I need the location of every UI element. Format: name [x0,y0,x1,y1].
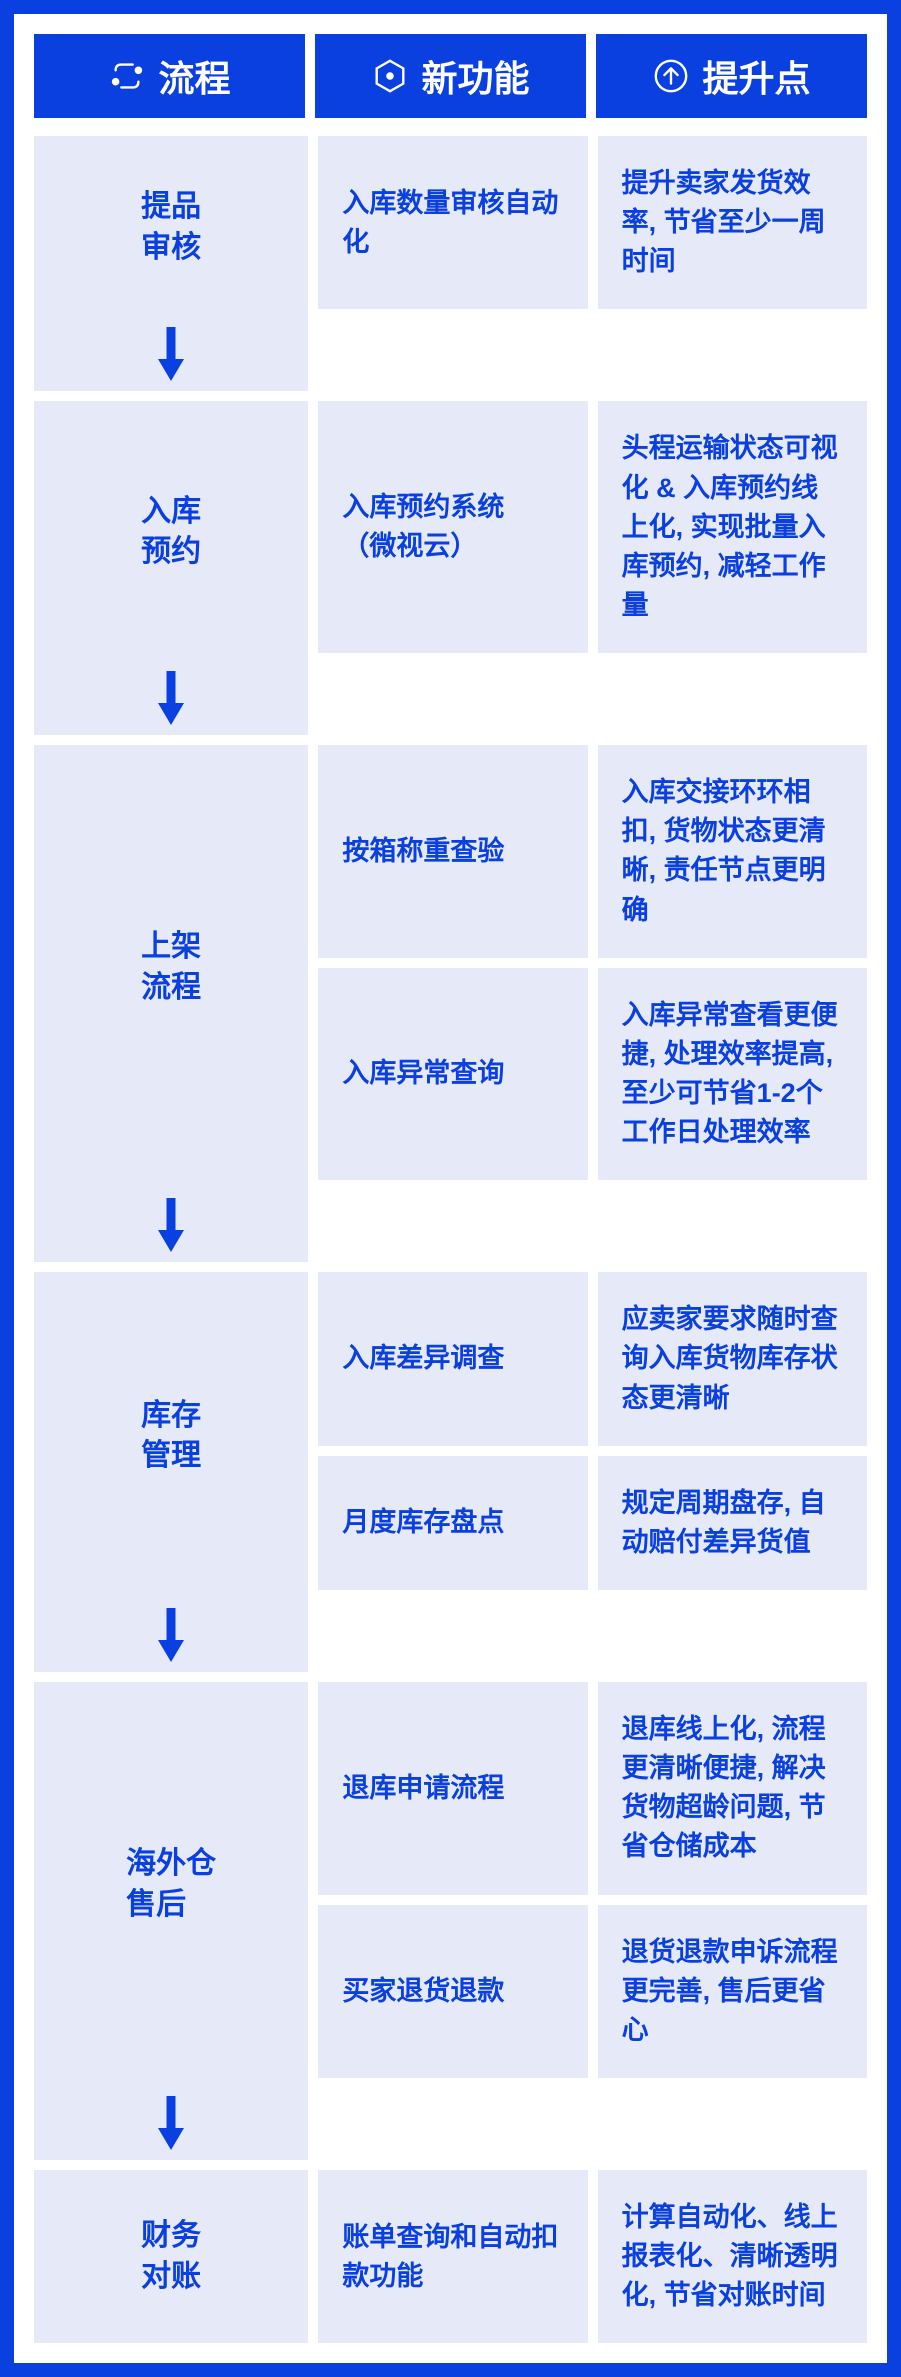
feature-cell: 入库异常查询 [318,968,587,1181]
stage-row: 财务对账 账单查询和自动扣款功能计算自动化、线上报表化、清晰透明化, 节省对账时间 [34,2170,867,2343]
stage-label: 入库预约 [141,492,201,573]
flow-arrow [34,319,308,391]
content-col: 退库申请流程退库线上化, 流程更清晰便捷, 解决货物超龄问题, 节省仓储成本买家… [318,1682,867,2160]
stage-box: 提品审核 [34,136,308,319]
spacer [318,1190,867,1262]
content-pair: 入库差异调查应卖家要求随时查询入库货物库存状态更清晰 [318,1272,867,1445]
flow-arrow [34,2088,308,2160]
content-pair: 入库数量审核自动化提升卖家发货效率, 节省至少一周时间 [318,136,867,309]
content-pair: 退库申请流程退库线上化, 流程更清晰便捷, 解决货物超龄问题, 节省仓储成本 [318,1682,867,1895]
content-col: 入库差异调查应卖家要求随时查询入库货物库存状态更清晰月度库存盘点规定周期盘存, … [318,1272,867,1672]
content-col: 按箱称重查验入库交接环环相扣, 货物状态更清晰, 责任节点更明确入库异常查询入库… [318,745,867,1262]
benefit-cell: 入库异常查看更便捷, 处理效率提高, 至少可节省1-2个工作日处理效率 [598,968,867,1181]
feature-cell: 入库数量审核自动化 [318,136,587,309]
stage-label: 上架流程 [141,927,201,1008]
stage-label: 库存管理 [141,1396,201,1477]
stage-col: 提品审核 [34,136,308,391]
spacer [318,663,867,735]
stage-row: 海外仓售后 退库申请流程退库线上化, 流程更清晰便捷, 解决货物超龄问题, 节省仓… [34,1682,867,2160]
diagram-frame: 流程 新功能 提升点 提品审核 入库数量审核自动化提升卖家发货效率, 节省至少一周… [0,0,901,2377]
benefit-cell: 退货退款申诉流程更完善, 售后更省心 [598,1905,867,2078]
header-feature: 新功能 [315,34,586,118]
header-feature-label: 新功能 [421,50,529,102]
flow-icon [108,57,146,95]
stage-box: 财务对账 [34,2170,308,2343]
stage-row: 库存管理 入库差异调查应卖家要求随时查询入库货物库存状态更清晰月度库存盘点规定周期… [34,1272,867,1672]
up-icon [652,57,690,95]
flow-arrow [34,663,308,735]
stage-row: 入库预约 入库预约系统（微视云）头程运输状态可视化 & 入库预约线上化, 实现批量… [34,401,867,735]
stage-col: 入库预约 [34,401,308,735]
header-row: 流程 新功能 提升点 [34,34,867,118]
stage-col: 上架流程 [34,745,308,1262]
hexagon-icon [371,57,409,95]
feature-cell: 买家退货退款 [318,1905,587,2078]
flow-arrow [34,1190,308,1262]
content-pair: 入库预约系统（微视云）头程运输状态可视化 & 入库预约线上化, 实现批量入库预约… [318,401,867,653]
feature-cell: 入库差异调查 [318,1272,587,1445]
stage-label: 提品审核 [141,187,201,268]
header-flow-label: 流程 [158,50,230,102]
content-pair: 入库异常查询入库异常查看更便捷, 处理效率提高, 至少可节省1-2个工作日处理效… [318,968,867,1181]
content-col: 账单查询和自动扣款功能计算自动化、线上报表化、清晰透明化, 节省对账时间 [318,2170,867,2343]
stage-box: 入库预约 [34,401,308,663]
stage-label: 海外仓售后 [126,1844,216,1925]
benefit-cell: 规定周期盘存, 自动赔付差异货值 [598,1456,867,1590]
spacer [318,319,867,391]
benefit-cell: 头程运输状态可视化 & 入库预约线上化, 实现批量入库预约, 减轻工作量 [598,401,867,653]
flow-arrow [34,1600,308,1672]
stage-col: 财务对账 [34,2170,308,2343]
stage-label: 财务对账 [141,2216,201,2297]
stage-col: 库存管理 [34,1272,308,1672]
stage-box: 上架流程 [34,745,308,1190]
benefit-cell: 入库交接环环相扣, 货物状态更清晰, 责任节点更明确 [598,745,867,958]
stage-col: 海外仓售后 [34,1682,308,2160]
stage-row: 上架流程 按箱称重查验入库交接环环相扣, 货物状态更清晰, 责任节点更明确入库异常… [34,745,867,1262]
header-benefit-label: 提升点 [702,50,810,102]
benefit-cell: 提升卖家发货效率, 节省至少一周时间 [598,136,867,309]
content-pair: 月度库存盘点规定周期盘存, 自动赔付差异货值 [318,1456,867,1590]
header-benefit: 提升点 [596,34,867,118]
benefit-cell: 计算自动化、线上报表化、清晰透明化, 节省对账时间 [598,2170,867,2343]
content-pair: 买家退货退款退货退款申诉流程更完善, 售后更省心 [318,1905,867,2078]
benefit-cell: 应卖家要求随时查询入库货物库存状态更清晰 [598,1272,867,1445]
benefit-cell: 退库线上化, 流程更清晰便捷, 解决货物超龄问题, 节省仓储成本 [598,1682,867,1895]
spacer [318,2088,867,2160]
feature-cell: 退库申请流程 [318,1682,587,1895]
header-flow: 流程 [34,34,305,118]
feature-cell: 按箱称重查验 [318,745,587,958]
diagram-body: 提品审核 入库数量审核自动化提升卖家发货效率, 节省至少一周时间入库预约 入库预约系… [34,136,867,2343]
content-pair: 按箱称重查验入库交接环环相扣, 货物状态更清晰, 责任节点更明确 [318,745,867,958]
spacer [318,1600,867,1672]
stage-box: 库存管理 [34,1272,308,1600]
feature-cell: 账单查询和自动扣款功能 [318,2170,587,2343]
feature-cell: 入库预约系统（微视云） [318,401,587,653]
feature-cell: 月度库存盘点 [318,1456,587,1590]
stage-row: 提品审核 入库数量审核自动化提升卖家发货效率, 节省至少一周时间 [34,136,867,391]
content-col: 入库数量审核自动化提升卖家发货效率, 节省至少一周时间 [318,136,867,391]
content-pair: 账单查询和自动扣款功能计算自动化、线上报表化、清晰透明化, 节省对账时间 [318,2170,867,2343]
content-col: 入库预约系统（微视云）头程运输状态可视化 & 入库预约线上化, 实现批量入库预约… [318,401,867,735]
stage-box: 海外仓售后 [34,1682,308,2088]
